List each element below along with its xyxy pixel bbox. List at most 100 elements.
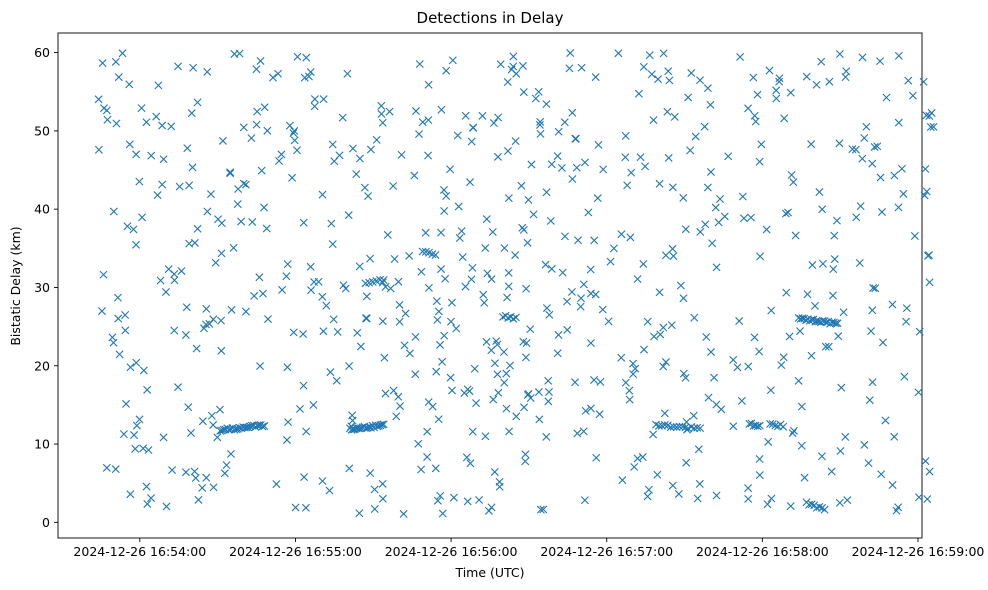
detection-marker [484, 506, 493, 515]
detection-marker [609, 244, 618, 253]
y-tick-label: 50 [34, 123, 50, 138]
detection-marker [381, 282, 390, 291]
detection-marker [285, 121, 294, 130]
detection-marker [217, 249, 226, 258]
detection-marker [811, 301, 819, 310]
x-axis: 2024-12-26 16:54:00 2024-12-26 16:55:00 20… [73, 538, 984, 559]
detection-marker [125, 140, 134, 149]
detection-marker [679, 193, 688, 202]
detection-marker [890, 432, 899, 441]
detection-marker [434, 415, 443, 424]
detection-marker [132, 240, 141, 249]
detection-marker [660, 409, 669, 418]
detection-marker [833, 319, 842, 328]
detection-marker [536, 117, 545, 126]
detection-marker [395, 300, 404, 309]
detection-marker [503, 77, 512, 86]
detection-marker [94, 95, 103, 104]
detection-marker [480, 298, 489, 307]
detection-marker [744, 494, 753, 503]
detection-marker [665, 76, 674, 85]
detection-marker [161, 287, 170, 296]
detection-marker [137, 104, 146, 113]
detection-marker [702, 333, 711, 341]
detection-marker [821, 342, 830, 351]
detection-marker [385, 107, 394, 116]
detection-marker [364, 192, 373, 201]
detection-marker [289, 328, 298, 337]
detection-marker [98, 59, 107, 68]
detection-marker [708, 239, 717, 248]
detection-marker [509, 314, 518, 323]
detection-marker [441, 274, 450, 283]
y-tick-label: 40 [34, 202, 50, 217]
detection-marker [143, 499, 152, 508]
detection-marker [252, 65, 261, 74]
detection-marker [183, 144, 192, 153]
detection-marker [156, 276, 165, 285]
detection-marker [626, 233, 635, 242]
detection-marker [571, 134, 580, 143]
detection-marker [94, 145, 103, 154]
detection-marker [260, 103, 269, 112]
detection-marker [682, 458, 691, 467]
detection-marker [894, 118, 903, 127]
detection-marker [817, 57, 826, 66]
detection-marker [103, 115, 112, 124]
detection-marker [414, 439, 423, 448]
detection-marker [604, 317, 613, 326]
detection-marker [446, 373, 455, 382]
detection-marker [291, 503, 300, 512]
detection-marker [755, 454, 764, 463]
detection-marker [633, 275, 642, 284]
detection-marker [237, 217, 246, 226]
detection-marker [490, 359, 499, 368]
detection-marker [112, 119, 121, 128]
detection-marker [706, 167, 715, 176]
detection-marker [753, 90, 762, 99]
detection-marker [815, 502, 824, 511]
detection-marker [433, 315, 442, 324]
detection-marker [135, 177, 144, 186]
detection-marker [678, 422, 687, 431]
detection-marker [926, 123, 935, 132]
detection-marker [122, 399, 131, 408]
detection-marker [554, 127, 563, 136]
detection-marker [751, 117, 760, 126]
detection-marker [355, 509, 364, 518]
detection-marker [579, 280, 588, 289]
detection-marker [453, 131, 462, 140]
detection-marker [700, 122, 709, 131]
detection-marker [617, 353, 626, 362]
detection-marker [142, 118, 151, 127]
x-tick-label: 2024-12-26 16:58:00 [696, 544, 829, 559]
detection-marker [257, 166, 266, 175]
detection-marker [198, 417, 207, 426]
detection-marker [750, 333, 759, 342]
detection-marker [472, 399, 481, 408]
detection-marker [767, 306, 776, 315]
detection-marker [897, 164, 906, 173]
detection-marker [797, 402, 806, 411]
detection-marker [366, 145, 375, 154]
detection-marker [763, 500, 772, 509]
detection-marker [831, 319, 840, 328]
detection-marker [690, 424, 699, 433]
y-tick-label: 0 [42, 515, 50, 530]
detection-marker [170, 270, 179, 279]
detection-marker [921, 165, 930, 173]
detection-marker [567, 287, 576, 296]
detection-marker [634, 89, 643, 98]
detection-marker [860, 134, 869, 142]
detection-marker [914, 388, 923, 397]
detection-marker [188, 163, 197, 172]
detection-marker [672, 423, 681, 432]
detection-marker [277, 150, 286, 159]
detection-marker [565, 64, 574, 73]
detection-marker [547, 160, 556, 169]
detection-marker [522, 284, 531, 293]
detection-marker [645, 51, 654, 60]
detection-marker [591, 73, 600, 82]
detection-marker [625, 386, 634, 395]
detection-marker [614, 49, 623, 58]
